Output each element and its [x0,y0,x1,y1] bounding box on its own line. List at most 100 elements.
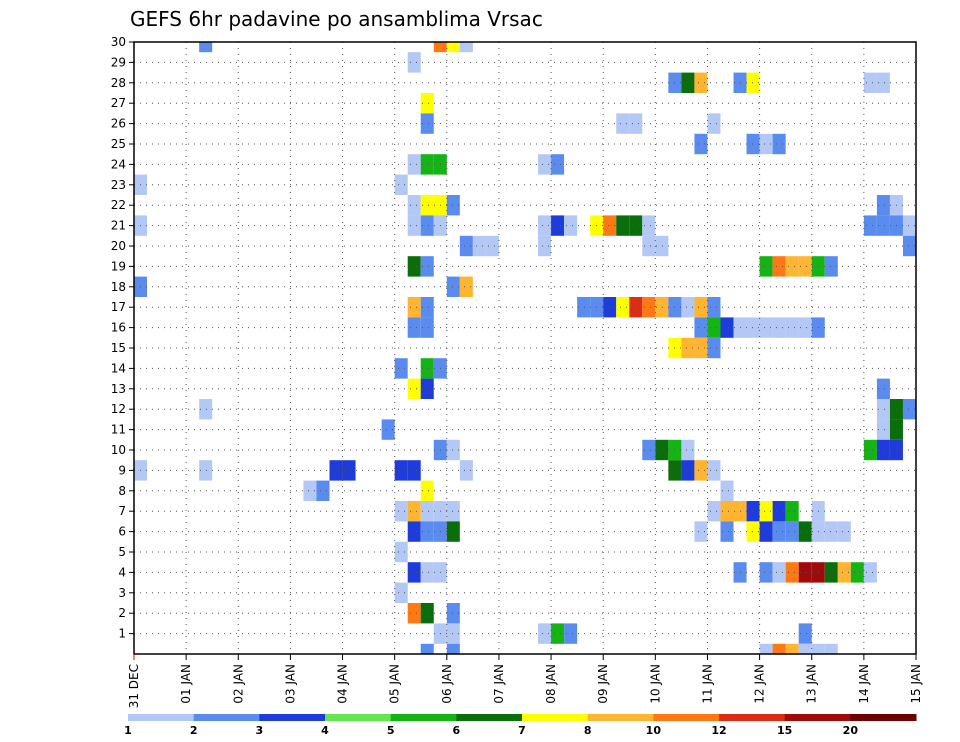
heatmap-cell [407,215,421,236]
heatmap-cell [694,337,708,359]
heatmap-cell [420,480,434,501]
x-tick-label: 07 JAN [492,664,506,704]
heatmap-cell [577,297,591,318]
x-tick-label: 11 JAN [700,664,714,704]
colorbar-label: 5 [387,724,395,737]
heatmap-cell [837,521,851,542]
heatmap-cell [459,460,473,481]
heatmap-cell [759,643,773,654]
y-tick-label: 1 [118,627,126,641]
heatmap-cell [485,235,499,257]
x-tick-label: 10 JAN [648,664,662,704]
colorbar-swatch [719,714,786,721]
heatmap-cell [446,603,460,624]
heatmap-cell [876,419,890,440]
heatmap-cell [446,623,460,644]
heatmap-cell [681,72,695,93]
x-tick-label: 14 JAN [857,664,871,704]
heatmap-cell [420,215,434,236]
heatmap-cell [538,235,552,257]
heatmap-cell [798,562,812,583]
heatmap-cell [564,623,578,644]
heatmap-cell [694,72,708,93]
heatmap-cell [876,378,890,399]
heatmap-cell [798,623,812,644]
y-tick-label: 17 [111,300,126,314]
y-tick-label: 5 [118,545,126,559]
heatmap-cell [551,154,565,175]
heatmap-cell [707,337,721,359]
colorbar-swatch [784,714,851,721]
heatmap-cell [407,501,421,522]
x-tick-label: 09 JAN [596,664,610,704]
colorbar-swatch [390,714,457,721]
heatmap-cell [798,317,812,338]
y-tick-label: 22 [111,198,126,212]
heatmap-cell [863,72,877,93]
y-tick-label: 16 [111,321,126,335]
heatmap-cell [655,235,669,257]
heatmap-cell [459,42,473,53]
y-tick-label: 15 [111,341,126,355]
colorbar: 1 2 3 4 5 6 7 8 10 12 15 20 [124,714,917,737]
heatmap-cell [446,521,460,542]
heatmap-cell [707,501,721,522]
x-tick-label: 15 JAN [909,664,923,704]
heatmap-cell [433,42,447,53]
heatmap-cell [459,235,473,257]
heatmap-cell [707,113,721,134]
heatmap-cell [642,439,656,461]
heatmap-cell [746,521,760,542]
colorbar-label: 2 [190,724,198,737]
heatmap-cell [655,297,669,318]
y-tick-label: 6 [118,525,126,539]
heatmap-cell [694,521,708,542]
heatmap-cell [694,317,708,338]
heatmap-cell [759,256,773,277]
x-tick-label: 08 JAN [544,664,558,704]
heatmap-cell [902,235,916,257]
colorbar-label: 20 [843,724,859,737]
heatmap-cell [446,195,460,216]
x-tick-label: 05 JAN [388,664,402,704]
heatmap-cell [616,215,630,236]
colorbar-label: 10 [646,724,662,737]
heatmap-cell [199,399,213,420]
colorbar-label: 7 [518,724,526,737]
heatmap-cell [720,521,734,542]
y-tick-label: 9 [118,463,126,477]
x-tick-label: 04 JAN [336,664,350,704]
heatmap-cell [407,521,421,542]
y-tick-label: 21 [111,219,126,233]
y-tick-label: 4 [118,565,126,579]
heatmap-cell [772,501,786,522]
y-tick-label: 23 [111,178,126,192]
heatmap-cell [446,501,460,522]
y-tick-label: 12 [111,402,126,416]
heatmap-cell [538,215,552,236]
heatmap-cell [446,439,460,461]
heatmap-cell [681,460,695,481]
heatmap-cell [407,562,421,583]
heatmap-cell [394,501,408,522]
heatmap-cell [824,521,838,542]
heatmap-cell [629,113,643,134]
heatmap-cell [694,133,708,155]
colorbar-swatch [325,714,392,721]
heatmap-cell [616,113,630,134]
heatmap-cell [551,623,565,644]
y-tick-label: 8 [118,484,126,498]
heatmap-cell [772,562,786,583]
heatmap-cell [746,133,760,155]
heatmap-cell [420,501,434,522]
heatmap-cell [199,460,213,481]
y-tick-label: 19 [111,259,126,273]
x-tick-label: 03 JAN [283,664,297,704]
y-tick-label: 10 [111,443,126,457]
heatmap-cell [394,358,408,379]
heatmap-cell [407,256,421,277]
colorbar-swatch [128,714,195,721]
colorbar-label: 1 [124,724,132,737]
heatmap-cell [902,399,916,420]
